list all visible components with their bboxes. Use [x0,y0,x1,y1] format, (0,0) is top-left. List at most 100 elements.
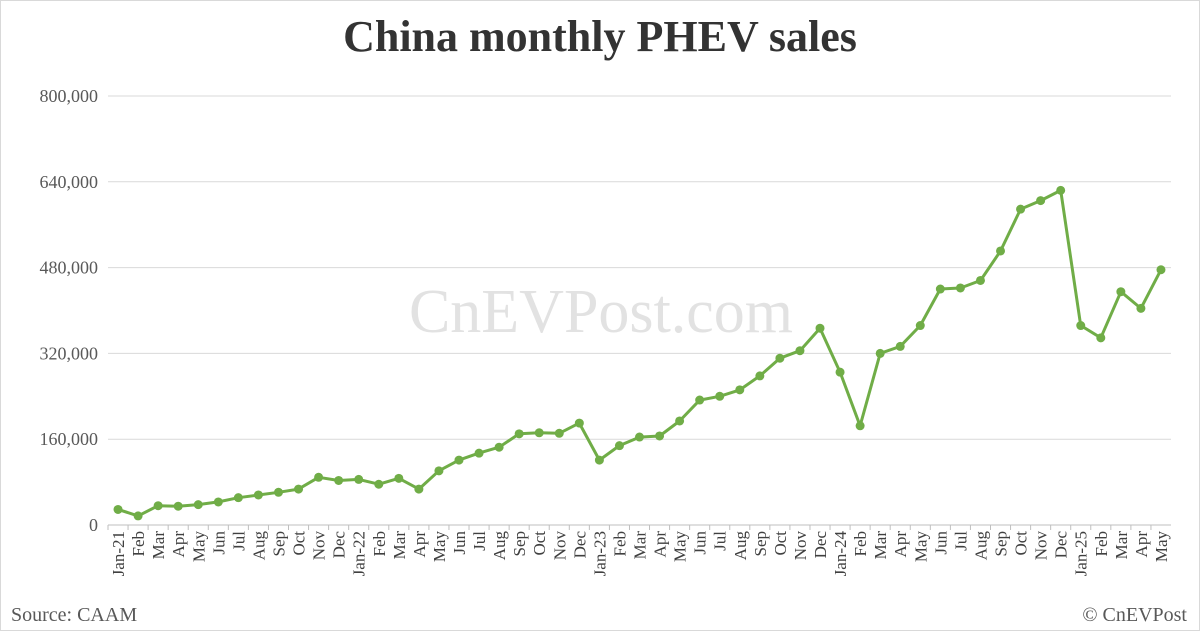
x-tick-label: Apr [410,531,429,558]
data-point [975,275,985,285]
data-point [434,466,444,476]
x-tick-label: Feb [370,531,389,557]
data-point [594,455,604,465]
data-point [514,429,524,439]
data-point [113,504,123,514]
data-point [374,479,384,489]
x-tick-label: Jan-22 [350,531,369,576]
data-point [675,416,685,426]
data-point [233,493,243,503]
source-note: Source: CAAM [11,604,138,626]
x-tick-label: Sep [992,531,1011,557]
data-point [614,441,624,451]
x-tick-label: Nov [550,531,569,561]
x-tick-label: Jul [711,531,730,551]
data-point [655,431,665,441]
series-group [113,185,1166,521]
x-tick-label: Mar [149,531,168,560]
x-tick-label: May [671,531,690,563]
x-tick-label: Dec [570,531,589,559]
x-tick-label: Jun [691,531,710,555]
data-point [835,367,845,377]
data-point [253,490,263,500]
x-tick-label: Feb [610,531,629,557]
data-point [1156,265,1166,275]
x-tick-label: Mar [1112,531,1131,560]
copyright-note: © CnEVPost [1082,604,1187,626]
data-point [715,391,725,401]
data-point [133,511,143,521]
x-tick-label: Mar [631,531,650,560]
x-tick-label: Oct [771,531,790,556]
x-tick-label: Dec [330,531,349,559]
data-point [554,428,564,438]
x-tick-label: Nov [1032,531,1051,561]
data-point [1116,287,1126,297]
x-tick-label: Feb [129,531,148,557]
x-tick-label: May [1152,531,1171,563]
data-point [1036,196,1046,206]
x-tick-label: May [911,531,930,563]
x-tick-label: Aug [490,531,509,561]
x-tick-label: Jan-21 [109,531,128,576]
y-tick-label: 320,000 [40,343,99,363]
y-tick-label: 800,000 [40,86,99,106]
x-tick-label: Jun [450,531,469,555]
x-tick-label: Jan-25 [1072,531,1091,576]
data-point [454,455,464,465]
data-point [795,346,805,356]
x-tick-label: Jul [470,531,489,551]
data-point [273,487,283,497]
y-tick-label: 480,000 [40,258,99,278]
y-tick-label: 640,000 [40,172,99,192]
x-tick-label: Jan-23 [590,531,609,576]
x-tick-label: Nov [310,531,329,561]
data-point [1096,333,1106,343]
gridlines [108,95,1171,526]
x-tick-label: Jun [931,531,950,555]
x-tick-label: Oct [1012,531,1031,556]
data-point [213,497,223,507]
data-point [314,472,324,482]
data-point [895,341,905,351]
data-point [755,371,765,381]
data-point [1136,303,1146,313]
x-tick-label: Feb [851,531,870,557]
data-point [334,475,344,485]
x-tick-label: Apr [651,531,670,558]
data-point [474,448,484,458]
x-tick-labels: Jan-21 Feb Mar Apr May Jun Jul Aug Sep Oct Nov Dec J… [107,525,1171,576]
data-point [294,484,304,494]
data-point [1076,321,1086,331]
data-point [354,474,364,484]
data-point [1016,204,1026,214]
data-point [855,421,865,431]
x-tick-label: Jul [951,531,970,551]
data-point [153,501,163,511]
data-point [1056,185,1066,195]
x-tick-label: Sep [751,531,770,557]
x-tick-label: Aug [731,531,750,561]
data-point [996,246,1006,256]
data-point [534,428,544,438]
data-point [735,385,745,395]
data-point [574,418,584,428]
data-point [695,395,705,405]
x-tick-label: Dec [1052,531,1071,559]
data-point [635,432,644,442]
x-tick-label: Mar [390,531,409,560]
chart-title: China monthly PHEV sales [343,12,857,61]
x-tick-label: Feb [1092,531,1111,557]
data-point [494,442,504,452]
y-tick-label: 160,000 [40,429,99,449]
x-tick-label: Apr [891,531,910,558]
x-tick-label: Oct [530,531,549,556]
x-tick-label: May [189,531,208,563]
x-tick-label: Nov [791,531,810,561]
data-point [935,284,945,294]
data-point [955,283,965,293]
x-tick-label: Jun [209,531,228,555]
watermark: CnEVPost.com [408,278,794,346]
x-tick-label: Mar [871,531,890,560]
